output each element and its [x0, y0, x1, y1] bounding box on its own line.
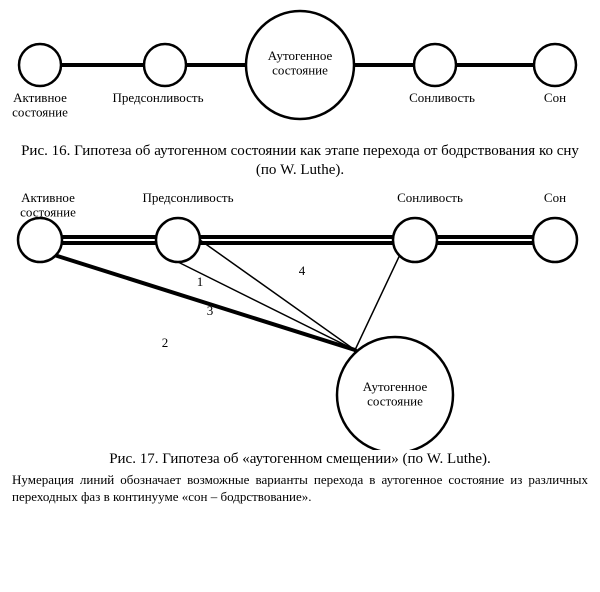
fig17-transition-label-3: 3: [207, 303, 214, 318]
fig17-autogen-label: Аутогенноесостояние: [363, 379, 428, 408]
svg-text:Аутогенноесостояние: Аутогенноесостояние: [268, 48, 333, 77]
svg-text:Сонливость: Сонливость: [409, 90, 475, 105]
svg-text:Сон: Сон: [544, 90, 566, 105]
fig17-transition-3: [200, 240, 356, 352]
fig17-node-active2: [18, 218, 62, 262]
fig17-node-predson2: [156, 218, 200, 262]
svg-text:Активноесостояние: Активноесостояние: [12, 90, 68, 119]
fig16-diagram: Активноесостояние Предсонливость Аутогенно…: [0, 0, 600, 140]
fig17-caption: Рис. 17. Гипотеза об «аутогенном смещени…: [0, 450, 600, 469]
fig16-node-active: [19, 44, 61, 86]
fig17-label-son2: Сон: [544, 190, 566, 205]
fig17-transition-label-2: 2: [162, 335, 169, 350]
fig17-label-sonliv2: Сонливость: [397, 190, 463, 205]
svg-text:Предсонливость: Предсонливость: [112, 90, 203, 105]
fig17-node-sonliv2: [393, 218, 437, 262]
fig16-node-son: [534, 44, 576, 86]
fig16-node-predson: [144, 44, 186, 86]
fig17-diagram: Активноесостояние Предсонливость Сонливост…: [0, 190, 600, 450]
fig17-transition-label-1: 1: [197, 274, 204, 289]
fig17-footnote: Нумерация линий обозначает возможные вар…: [0, 472, 600, 505]
fig17-label-active2: Активноесостояние: [20, 190, 76, 219]
fig16-caption: Рис. 16. Гипотеза об аутогенном состояни…: [0, 142, 600, 180]
fig17-transition-1: [178, 262, 356, 352]
fig17-transition-label-4: 4: [299, 263, 306, 278]
fig17-node-son2: [533, 218, 577, 262]
fig17-label-predson2: Предсонливость: [142, 190, 233, 205]
fig16-node-sonliv: [414, 44, 456, 86]
